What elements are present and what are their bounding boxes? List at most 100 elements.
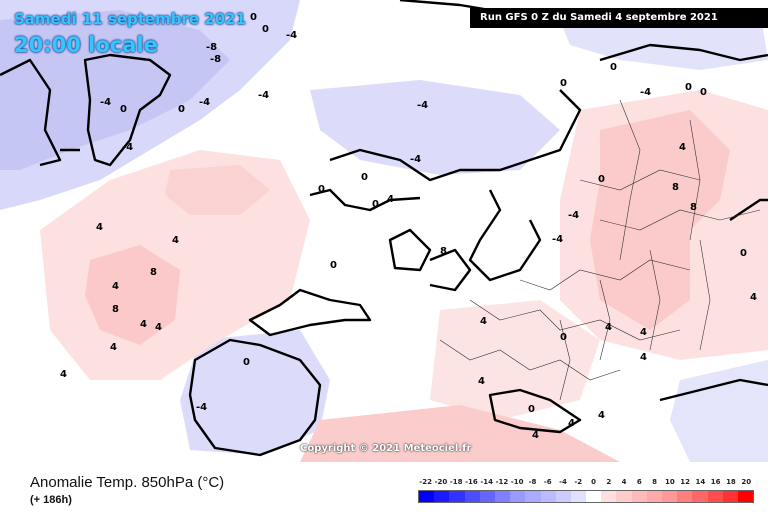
contour-label: 4: [172, 235, 179, 246]
contour-label: 4: [140, 319, 147, 330]
contour-label: -4: [410, 154, 421, 165]
contour-label: -8: [206, 42, 217, 53]
legend-label: -2: [574, 478, 583, 486]
legend-label: -12: [495, 478, 509, 486]
copyright: Copyright © 2021 Meteociel.fr: [300, 443, 472, 454]
legend-swatch: [540, 491, 556, 502]
contour-label: 0: [528, 404, 535, 415]
legend-swatch: [449, 491, 465, 502]
contour-label: 8: [440, 246, 447, 257]
legend-label: -22: [419, 478, 432, 486]
contour-label: -4: [286, 30, 297, 41]
contour-label: -4: [199, 97, 210, 108]
legend-swatch: [692, 491, 708, 502]
contour-label: 8: [672, 182, 679, 193]
legend-swatch: [434, 491, 450, 502]
legend-label: 6: [636, 478, 642, 486]
legend-label: 20: [741, 478, 752, 486]
warm-zone-north-africa: [300, 405, 620, 462]
legend-label: 16: [710, 478, 721, 486]
contour-label: -4: [196, 402, 207, 413]
contour-label: -4: [417, 100, 428, 111]
contour-label: 0: [372, 199, 379, 210]
contour-label: 0: [700, 87, 707, 98]
legend-swatch: [464, 491, 480, 502]
contour-label: 0: [178, 104, 185, 115]
legend-swatch: [646, 491, 662, 502]
legend-label: 18: [726, 478, 736, 486]
cold-zone-southeast: [670, 360, 768, 462]
legend-swatch: [494, 491, 511, 502]
legend-swatch: [616, 491, 632, 502]
contour-label: -4: [552, 234, 563, 245]
contour-label: 4: [640, 352, 647, 363]
legend-label: -4: [559, 478, 567, 486]
contour-label: 0: [262, 24, 269, 35]
legend-color-scale: [418, 490, 754, 503]
run-info: Run GFS 0 Z du Samedi 4 septembre 2021: [470, 8, 768, 28]
contour-label: 4: [155, 322, 162, 333]
contour-label: 4: [387, 194, 394, 205]
legend-label: 0: [591, 478, 596, 486]
cold-zone-norwegian-sea: [310, 80, 560, 175]
contour-label: 0: [250, 12, 257, 23]
contour-label: -4: [568, 210, 579, 221]
contour-label: 4: [679, 142, 686, 153]
country-borders: [439, 99, 761, 401]
valid-time: 20:00 locale: [14, 33, 158, 57]
legend-label: -10: [510, 478, 524, 486]
footer: [0, 462, 768, 512]
contour-label: 8: [690, 202, 697, 213]
legend-swatch: [419, 491, 435, 502]
parameter-title: Anomalie Temp. 850hPa (°C): [30, 474, 225, 491]
contour-label: 0: [598, 174, 605, 185]
contour-label: 0: [361, 172, 368, 183]
legend-label: 4: [621, 478, 627, 486]
contour-label: 4: [750, 292, 757, 303]
cold-zone-atlantic-sw: [180, 330, 330, 455]
legend-swatch: [586, 491, 602, 502]
legend-label: 14: [695, 478, 706, 486]
coastlines: [0, 0, 768, 457]
contour-label: 4: [110, 342, 117, 353]
lead-time: (+ 186h): [30, 494, 72, 506]
legend-label: -20: [434, 478, 448, 486]
contour-label: 4: [532, 430, 539, 441]
warm-zone-atlantic-core: [85, 245, 180, 345]
legend-label: 10: [665, 478, 675, 486]
contour-label: 4: [640, 327, 647, 338]
cold-zone-greenland-core: [0, 10, 230, 170]
contour-label: 4: [478, 376, 485, 387]
legend-labels: -22 -20 -18 -16 -14 -12 -10 -8 -6 -4 -2 0 2 4 6 8 10 12 14…: [418, 478, 754, 490]
contour-label: 0: [330, 260, 337, 271]
contour-label: 0: [610, 62, 617, 73]
contour-label: -4: [100, 97, 111, 108]
legend-swatch: [555, 491, 571, 502]
contour-label: 0: [243, 357, 250, 368]
valid-date: Samedi 11 septembre 2021: [14, 10, 247, 28]
legend-swatch: [707, 491, 723, 502]
contour-label: 0: [560, 332, 567, 343]
legend-label: 2: [606, 478, 612, 486]
contour-label: 0: [560, 78, 567, 89]
contour-label: -8: [210, 54, 221, 65]
contour-label: 0: [685, 82, 692, 93]
legend-label: 12: [680, 478, 691, 486]
contour-label: 4: [480, 316, 487, 327]
contour-label: 0: [318, 184, 325, 195]
legend-swatch: [737, 491, 754, 502]
legend-swatch: [677, 491, 693, 502]
contour-label: 4: [60, 369, 67, 380]
legend-label: -18: [449, 478, 463, 486]
contour-label: 8: [112, 304, 119, 315]
contour-label: 8: [150, 267, 157, 278]
legend-swatch: [525, 491, 541, 502]
contour-label: -4: [640, 87, 651, 98]
legend-swatch: [601, 491, 617, 502]
legend-swatch: [510, 491, 526, 502]
legend-swatch: [479, 491, 495, 502]
contour-label: 4: [96, 222, 103, 233]
legend-swatch: [722, 491, 738, 502]
